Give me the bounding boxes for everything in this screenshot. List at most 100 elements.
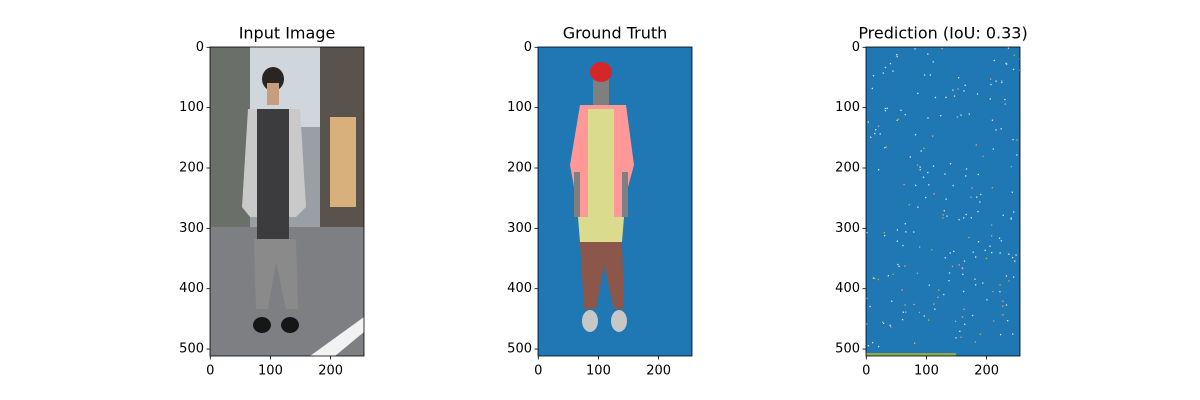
speckle <box>1011 256 1014 259</box>
speckle <box>1010 218 1012 220</box>
speckle <box>963 260 966 262</box>
speckle <box>931 135 934 137</box>
speckle <box>896 240 899 242</box>
speckle <box>986 299 988 301</box>
speckle <box>891 300 893 302</box>
speckle <box>884 107 887 110</box>
speckle <box>874 132 876 135</box>
speckle <box>882 322 885 325</box>
speckle <box>928 184 930 186</box>
speckle <box>927 53 929 55</box>
y-tick-label: 0 <box>852 40 860 55</box>
speckle <box>884 147 886 149</box>
speckle <box>990 83 992 86</box>
speckle <box>1001 81 1003 84</box>
speckle <box>904 265 906 267</box>
speckle <box>1019 69 1020 71</box>
speckle <box>964 84 966 86</box>
speckle <box>942 214 944 216</box>
speckle <box>897 118 900 120</box>
axes-frame <box>209 46 365 357</box>
speckle <box>905 231 907 233</box>
speckle <box>972 251 974 253</box>
y-tick-label: 400 <box>179 281 204 296</box>
speckle <box>923 315 925 317</box>
input-image <box>210 47 364 356</box>
speckle <box>934 308 936 310</box>
speckle <box>982 282 984 284</box>
speckle <box>913 231 915 233</box>
speckle <box>991 119 994 121</box>
speckle <box>877 345 880 348</box>
y-tick-label: 0 <box>524 40 532 55</box>
speckle <box>933 303 935 305</box>
speckle <box>977 241 980 243</box>
y-tick-label: 200 <box>179 161 204 176</box>
speckle <box>945 96 947 98</box>
speckle <box>993 59 995 62</box>
speckle <box>931 249 933 251</box>
speckle <box>952 89 954 91</box>
speckle <box>1015 254 1017 256</box>
speckle <box>975 256 977 258</box>
speckle <box>901 318 904 321</box>
speckle <box>887 275 890 277</box>
speckle <box>919 166 921 168</box>
speckle <box>904 113 906 116</box>
speckle <box>1012 333 1014 335</box>
speckle <box>971 314 974 317</box>
speckle <box>963 308 965 310</box>
speckle <box>1013 54 1015 56</box>
speckle <box>917 92 919 95</box>
speckle <box>914 133 917 136</box>
speckle <box>979 333 981 335</box>
speckle <box>968 113 970 115</box>
speckle <box>918 246 921 248</box>
speckle <box>999 291 1001 293</box>
speckle <box>928 284 930 286</box>
speckle <box>964 175 967 177</box>
y-tick-label: 100 <box>179 100 204 115</box>
speckle <box>886 107 888 109</box>
speckle <box>916 164 919 166</box>
speckle <box>896 119 898 121</box>
speckle <box>885 146 888 148</box>
speckle <box>889 324 891 326</box>
speckle <box>877 125 880 127</box>
speckle <box>968 236 970 239</box>
speckle <box>991 251 993 254</box>
speckle <box>959 330 961 333</box>
speckle <box>1005 62 1007 65</box>
speckle <box>927 117 929 119</box>
speckle <box>1007 47 1010 49</box>
y-tick-label: 200 <box>835 161 860 176</box>
speckle <box>896 55 898 58</box>
speckle <box>902 311 904 313</box>
speckle <box>867 345 870 347</box>
speckle <box>954 320 957 322</box>
speckle <box>904 223 906 225</box>
speckle <box>985 257 988 260</box>
speckle <box>914 342 916 344</box>
speckle <box>945 198 947 200</box>
speckle <box>993 320 995 322</box>
speckle <box>1001 80 1003 82</box>
speckle <box>974 278 976 280</box>
speckle <box>1005 304 1008 306</box>
speckle <box>1008 253 1010 255</box>
speckle <box>884 66 887 69</box>
speckle <box>970 217 972 219</box>
speckle <box>903 183 905 186</box>
speckle <box>944 173 946 175</box>
speckle <box>965 168 968 170</box>
speckle <box>870 136 872 138</box>
speckle <box>892 273 894 275</box>
y-tick-label: 300 <box>179 221 204 236</box>
x-tick-label: 100 <box>914 364 939 379</box>
speckle <box>943 293 945 296</box>
speckle <box>976 93 979 95</box>
speckle <box>977 173 979 176</box>
speckle <box>960 336 962 338</box>
y-tick-label: 300 <box>835 221 860 236</box>
speckle <box>974 341 977 343</box>
